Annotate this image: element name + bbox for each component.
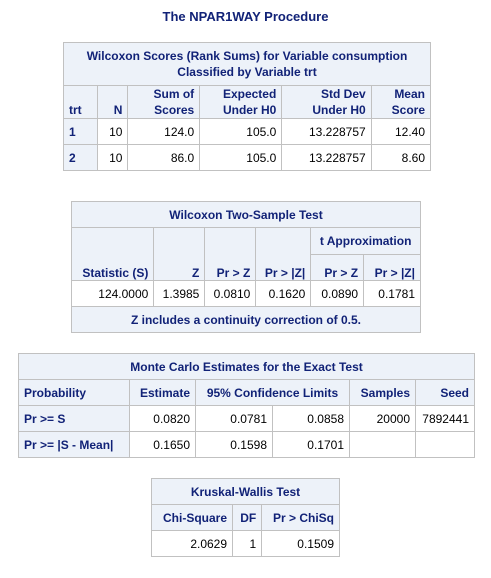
cell-expected: 105.0 [199,118,283,145]
wilcoxon-scores-title-line2: Classified by Variable trt [177,65,317,79]
col-header-pr-gt-z: Pr > Z [204,227,257,281]
cell-lower-limit: 0.1598 [195,431,273,458]
col-header-sum-of-scores: Sum of Scores [127,85,201,119]
t-approximation-header: t Approximation [310,227,421,255]
col-header-df: DF [232,504,263,531]
cell-t-pr-gt-z: 0.0890 [310,280,365,307]
cell-stddev: 13.228757 [281,144,372,171]
kruskal-wallis-title: Kruskal-Wallis Test [151,478,340,505]
wilcoxon-scores-title: Wilcoxon Scores (Rank Sums) for Variable… [63,42,431,86]
procedure-title: The NPAR1WAY Procedure [162,9,329,24]
table-row: 1 10 124.0 105.0 13.228757 12.40 [62,118,432,145]
monte-carlo-title: Monte Carlo Estimates for the Exact Test [18,353,475,380]
col-header-estimate: Estimate [129,379,196,406]
col-header-pr-gt-abs-z: Pr > |Z| [255,227,312,281]
col-header-expected: Expected Under H0 [199,85,283,119]
row-label-pr-ge-s: Pr >= S [18,405,130,432]
two-sample-title: Wilcoxon Two-Sample Test [71,201,421,228]
cell-estimate: 0.1650 [129,431,196,458]
table-row: 2.0629 1 0.1509 [150,530,340,557]
col-header-pr-gt-chisq: Pr > ChiSq [261,504,340,531]
cell-mean: 12.40 [370,118,432,145]
table-row: 124.0000 1.3985 0.0810 0.1620 0.0890 0.1… [70,280,421,307]
col-header-confidence-limits: 95% Confidence Limits [195,379,350,406]
col-header-statistic: Statistic (S) [70,227,155,281]
col-header-probability: Probability [18,379,130,406]
col-header-z: Z [153,227,206,281]
wilcoxon-scores-title-line1: Wilcoxon Scores (Rank Sums) for Variable… [86,49,408,63]
cell-chi-square: 2.0629 [150,530,234,557]
col-header-n: N [97,85,129,119]
cell-sum: 124.0 [127,118,201,145]
cell-n: 10 [97,118,129,145]
kruskal-wallis-table: Kruskal-Wallis Test Chi-Square DF Pr > C… [150,478,340,557]
cell-z: 1.3985 [153,280,206,307]
cell-sum: 86.0 [127,144,201,171]
row-label-trt: 1 [62,118,99,145]
wilcoxon-scores-table: Wilcoxon Scores (Rank Sums) for Variable… [62,42,432,171]
cell-seed: 7892441 [415,405,475,432]
cell-pr-gt-chisq: 0.1509 [261,530,340,557]
monte-carlo-table: Monte Carlo Estimates for the Exact Test… [18,353,475,458]
col-header-seed: Seed [415,379,475,406]
col-header-trt: trt [62,85,99,119]
two-sample-test-table: Wilcoxon Two-Sample Test Statistic (S) Z… [70,201,421,333]
cell-mean: 8.60 [370,144,432,171]
cell-df: 1 [232,530,263,557]
cell-expected: 105.0 [199,144,283,171]
cell-upper-limit: 0.1701 [272,431,350,458]
cell-n: 10 [97,144,129,171]
col-header-t-pr-gt-abs-z: Pr > |Z| [363,253,421,281]
cell-seed [415,431,475,458]
cell-pr-gt-abs-z: 0.1620 [255,280,312,307]
col-header-chi-square: Chi-Square [150,504,234,531]
col-header-stddev: Std Dev Under H0 [281,85,372,119]
col-header-mean-score: Mean Score [370,85,432,119]
table-row: Pr >= |S - Mean| 0.1650 0.1598 0.1701 [18,431,475,458]
cell-estimate: 0.0820 [129,405,196,432]
continuity-footnote: Z includes a continuity correction of 0.… [71,306,421,333]
cell-samples [349,431,416,458]
table-row: Pr >= S 0.0820 0.0781 0.0858 20000 78924… [18,405,475,432]
table-row: 2 10 86.0 105.0 13.228757 8.60 [62,144,432,171]
cell-stddev: 13.228757 [281,118,372,145]
row-label-pr-ge-abs-s-mean: Pr >= |S - Mean| [18,431,130,458]
col-header-samples: Samples [349,379,416,406]
cell-t-pr-gt-abs-z: 0.1781 [363,280,421,307]
cell-statistic: 124.0000 [70,280,155,307]
cell-pr-gt-z: 0.0810 [204,280,257,307]
col-header-t-pr-gt-z: Pr > Z [310,253,365,281]
cell-samples: 20000 [349,405,416,432]
row-label-trt: 2 [62,144,99,171]
cell-lower-limit: 0.0781 [195,405,273,432]
cell-upper-limit: 0.0858 [272,405,350,432]
